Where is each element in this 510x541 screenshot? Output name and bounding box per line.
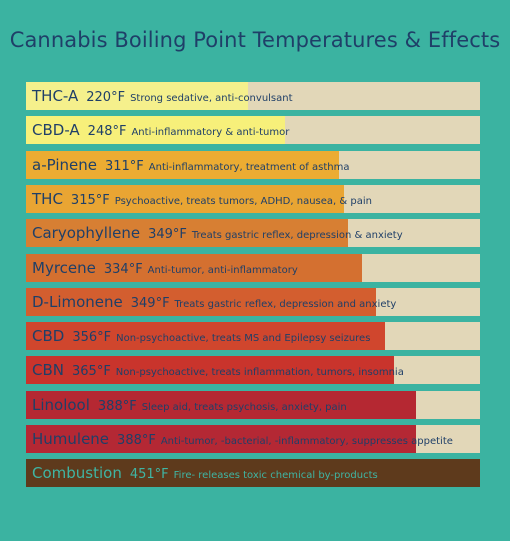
boiling-point-temp: 388°F <box>117 433 156 448</box>
effect-text: Psychoactive, treats tumors, ADHD, nause… <box>114 195 372 207</box>
compound-name: Caryophyllene <box>32 224 141 243</box>
boiling-point-temp: 356°F <box>72 330 112 346</box>
effect-text: Non-psychoactive, treats inflammation, t… <box>115 367 404 379</box>
bar-label: THC 315°F Psychoactive, treats tumors, ADH… <box>32 185 372 213</box>
bar-fill <box>26 150 340 179</box>
bar-label: a-Pinene 311°F Anti-inflammatory, treatmen… <box>32 151 349 179</box>
boiling-point-temp: 311°F <box>104 158 144 174</box>
compound-name: CBD-A <box>32 121 80 140</box>
boiling-point-temp: 334°F <box>103 261 143 277</box>
boiling-point-temp: 315°F <box>70 192 110 208</box>
bar-row-cbd-a: CBD-A 248°F Anti-inflammatory & anti-tumor <box>26 116 480 145</box>
compound-name: THC-A <box>32 87 79 105</box>
compound-name: Myrcene <box>32 258 96 277</box>
bar-fill <box>26 356 394 385</box>
bar-row-humulene: Humulene 388°F Anti-tumor, -bacterial, -in… <box>26 425 480 453</box>
boiling-point-temp: 220°F <box>86 90 126 105</box>
bar-label: Caryophyllene 349°F Treats gastric reflex,… <box>32 219 403 247</box>
bar-fill <box>26 116 285 145</box>
bar-fill <box>26 184 344 213</box>
compound-name: a-Pinene <box>32 155 97 174</box>
compound-name: Combustion <box>32 464 122 483</box>
compound-name: CBD <box>32 327 65 346</box>
bar-label: D-Limonene 349°F Treats gastric reflex, de… <box>32 288 396 316</box>
bar-label: CBN 365°F Non-psychoactive, treats inflamm… <box>32 356 404 384</box>
bar-label: THC-A 220°F Strong sedative, anti-convulsa… <box>32 82 293 110</box>
bar-fill <box>26 425 417 453</box>
bar-row-cbd: CBD 356°F Non-psychoactive, treats MS and … <box>26 322 480 351</box>
bar-row-caryophyllene: Caryophyllene 349°F Treats gastric reflex,… <box>26 219 480 248</box>
bar-fill <box>26 219 349 248</box>
bar-fill <box>26 390 417 419</box>
bar-row-cbn: CBN 365°F Non-psychoactive, treats inflamm… <box>26 356 480 385</box>
bar-label: CBD-A 248°F Anti-inflammatory & anti-tumor <box>32 116 289 144</box>
boiling-point-temp: 248°F <box>87 124 127 140</box>
compound-name: CBN <box>32 361 64 380</box>
bar-label: CBD 356°F Non-psychoactive, treats MS and … <box>32 322 370 350</box>
bar-row-myrcene: Myrcene 334°F Anti-tumor, anti-inflammator… <box>26 253 480 282</box>
effect-text: Anti-tumor, anti-inflammatory <box>147 264 298 276</box>
effect-text: Non-psychoactive, treats MS and Epilepsy… <box>116 333 371 345</box>
bar-row-thc-a: THC-A 220°F Strong sedative, anti-convulsa… <box>26 82 480 110</box>
effect-text: Anti-tumor, -bacterial, -inflammatory, s… <box>160 436 453 447</box>
chart-title: Cannabis Boiling Point Temperatures & Ef… <box>9 28 501 52</box>
boiling-point-temp: 349°F <box>148 227 187 243</box>
bar-label: Humulene 388°F Anti-tumor, -bacterial, -in… <box>32 425 453 453</box>
effect-text: Treats gastric reflex, depression and an… <box>174 298 397 310</box>
bar-row-combustion: Combustion 451°F Fire- releases toxic chem… <box>26 459 480 488</box>
effect-text: Treats gastric reflex, depression & anxi… <box>191 230 403 242</box>
bar-fill <box>26 459 480 488</box>
bar-row-linolool: Linolool 388°F Sleep aid, treats psychosis… <box>26 390 480 419</box>
bar-label: Linolool 388°F Sleep aid, treats psychosis… <box>32 391 347 419</box>
compound-name: Linolool <box>32 395 90 414</box>
bar-fill <box>26 253 362 282</box>
bar-row-thc: THC 315°F Psychoactive, treats tumors, ADH… <box>26 184 480 213</box>
compound-name: Humulene <box>32 430 110 448</box>
boiling-point-temp: 388°F <box>97 398 137 414</box>
boiling-point-temp: 349°F <box>130 295 170 311</box>
bar-row-a-pinene: a-Pinene 311°F Anti-inflammatory, treatmen… <box>26 150 480 179</box>
bar-label: Combustion 451°F Fire- releases toxic chem… <box>32 459 378 487</box>
bar-fill <box>26 287 376 316</box>
effect-text: Strong sedative, anti-convulsant <box>130 93 293 104</box>
compound-name: THC <box>32 189 63 208</box>
boiling-point-temp: 365°F <box>72 364 111 380</box>
bar-label: Myrcene 334°F Anti-tumor, anti-inflammator… <box>32 254 298 282</box>
boiling-point-temp: 451°F <box>129 467 169 483</box>
bar-row-d-limonene: D-Limonene 349°F Treats gastric reflex, de… <box>26 287 480 316</box>
compound-name: D-Limonene <box>32 292 123 311</box>
effect-text: Anti-inflammatory, treatment of asthma <box>148 161 350 173</box>
bar-fill <box>26 322 385 351</box>
effect-text: Sleep aid, treats psychosis, anxiety, pa… <box>141 401 347 413</box>
effect-text: Fire- releases toxic chemical by-product… <box>173 470 378 482</box>
bar-fill <box>26 82 249 110</box>
effect-text: Anti-inflammatory & anti-tumor <box>131 127 290 139</box>
